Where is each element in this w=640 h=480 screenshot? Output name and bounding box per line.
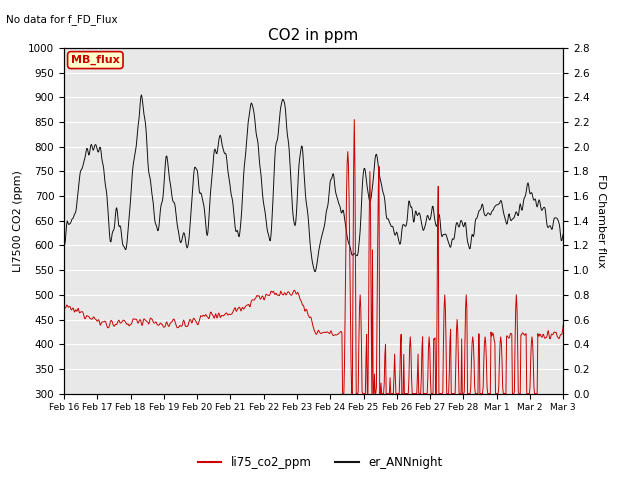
Y-axis label: LI7500 CO2 (ppm): LI7500 CO2 (ppm) <box>13 170 22 272</box>
Title: CO2 in ppm: CO2 in ppm <box>268 28 359 43</box>
Legend: li75_co2_ppm, er_ANNnight: li75_co2_ppm, er_ANNnight <box>193 452 447 474</box>
Y-axis label: FD Chamber flux: FD Chamber flux <box>596 174 606 268</box>
Text: MB_flux: MB_flux <box>71 55 120 65</box>
Text: No data for f_FD_Flux: No data for f_FD_Flux <box>6 14 118 25</box>
